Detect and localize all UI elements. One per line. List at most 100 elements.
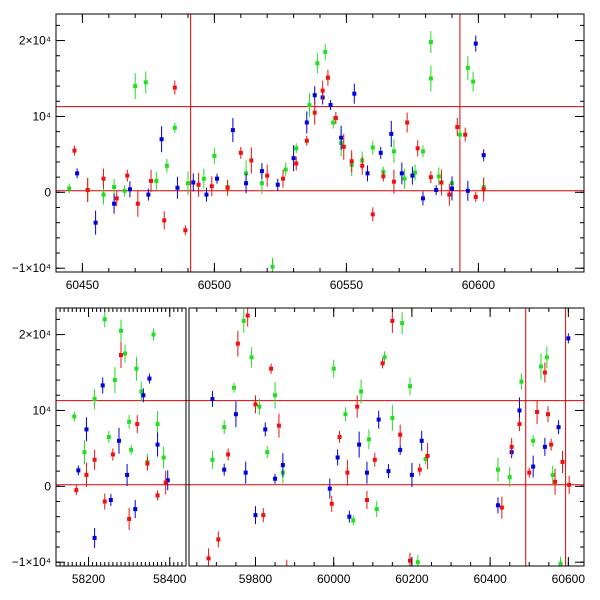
red-point — [206, 556, 211, 561]
red-point — [149, 178, 154, 183]
green-point — [259, 181, 264, 186]
red-point — [249, 158, 254, 163]
blue-point — [165, 478, 170, 483]
green-series — [72, 308, 563, 566]
green-point — [558, 561, 563, 566]
red-point — [74, 488, 79, 493]
blue-point — [175, 185, 180, 190]
green-series — [67, 31, 486, 272]
green-point — [201, 176, 206, 181]
blue-point — [141, 393, 146, 398]
red-point — [455, 125, 460, 130]
green-point — [106, 435, 111, 439]
x-tick-label: 60550 — [330, 278, 364, 292]
red-point — [155, 493, 160, 498]
red-point — [535, 409, 540, 414]
green-point — [151, 332, 156, 337]
red-point — [407, 558, 412, 563]
green-point — [382, 355, 387, 360]
red-point — [349, 159, 354, 164]
blue-point — [125, 472, 130, 477]
green-point — [343, 412, 348, 417]
red-point — [92, 457, 97, 462]
y-tick-label: 10⁴ — [32, 403, 51, 417]
blue-series — [76, 333, 571, 548]
red-point — [428, 175, 433, 180]
green-point — [531, 438, 536, 443]
blue-point — [147, 376, 152, 381]
blue-point — [146, 192, 151, 197]
blue-point — [244, 181, 249, 186]
red-point — [546, 412, 551, 417]
green-point — [161, 455, 166, 460]
green-point — [72, 414, 77, 419]
red-point — [341, 144, 346, 149]
green-point — [507, 475, 512, 480]
y-tick-label: 10⁴ — [32, 109, 51, 123]
red-point — [226, 452, 231, 457]
red-point — [473, 194, 478, 199]
red-point — [294, 161, 299, 166]
red-point — [549, 442, 554, 447]
blue-point — [280, 463, 285, 468]
blue-point — [253, 513, 258, 518]
blue-point — [243, 470, 248, 475]
red-point — [380, 361, 385, 366]
red-point — [225, 185, 230, 190]
blue-point — [531, 464, 536, 469]
red-point — [333, 115, 338, 120]
top-light-curve-panel: 60450 60500 60550 60600 −1×10⁴ 0 10⁴ 2×10⁴ — [12, 13, 585, 292]
red-point — [72, 148, 77, 153]
y-tick-label: 0 — [44, 185, 51, 199]
bottom-light-curve-panel: 58200 58400 59800 60000 60200 60400 60600 −1×10… — [12, 307, 585, 586]
green-point — [133, 84, 138, 89]
red-point — [172, 85, 177, 90]
blue-point — [335, 455, 340, 460]
green-point — [390, 416, 395, 421]
x-tick-label: 60400 — [473, 572, 507, 586]
blue-point — [465, 188, 470, 193]
blue-point — [159, 137, 164, 142]
red-point — [276, 423, 281, 428]
green-point — [186, 181, 190, 186]
red-point — [325, 75, 330, 80]
blue-point — [409, 472, 414, 477]
red-point — [463, 132, 468, 137]
red-point — [370, 212, 375, 217]
blue-point — [263, 427, 268, 432]
red-point — [183, 228, 188, 233]
green-point — [457, 132, 462, 137]
green-point — [323, 49, 328, 54]
red-series — [74, 308, 572, 566]
red-point — [269, 366, 274, 371]
blue-point — [273, 476, 278, 481]
y-tick-label: 0 — [44, 479, 51, 493]
blue-point — [386, 469, 391, 474]
green-point — [436, 174, 441, 179]
blue-point — [204, 192, 209, 197]
y-tick-label: −1×10⁴ — [12, 555, 51, 569]
green-point — [273, 393, 278, 398]
green-point — [359, 389, 364, 394]
green-point — [101, 192, 106, 197]
blue-point — [517, 408, 522, 413]
blue-point — [419, 438, 424, 443]
red-point — [135, 422, 140, 427]
green-point — [294, 146, 299, 151]
x-tick-label: 60500 — [198, 278, 232, 292]
blue-point — [352, 91, 357, 96]
green-point — [270, 264, 275, 269]
green-point — [210, 457, 215, 462]
green-point — [400, 321, 405, 326]
green-point — [331, 120, 336, 125]
green-point — [139, 389, 144, 394]
green-point — [92, 397, 97, 402]
x-tick-label: 59800 — [239, 572, 273, 586]
green-point — [257, 404, 262, 409]
y-tick-label: −1×10⁴ — [12, 261, 51, 275]
red-point — [163, 480, 168, 485]
blue-point — [481, 153, 486, 158]
blue-point — [542, 444, 547, 449]
red-point — [447, 192, 452, 197]
green-point — [112, 378, 117, 383]
